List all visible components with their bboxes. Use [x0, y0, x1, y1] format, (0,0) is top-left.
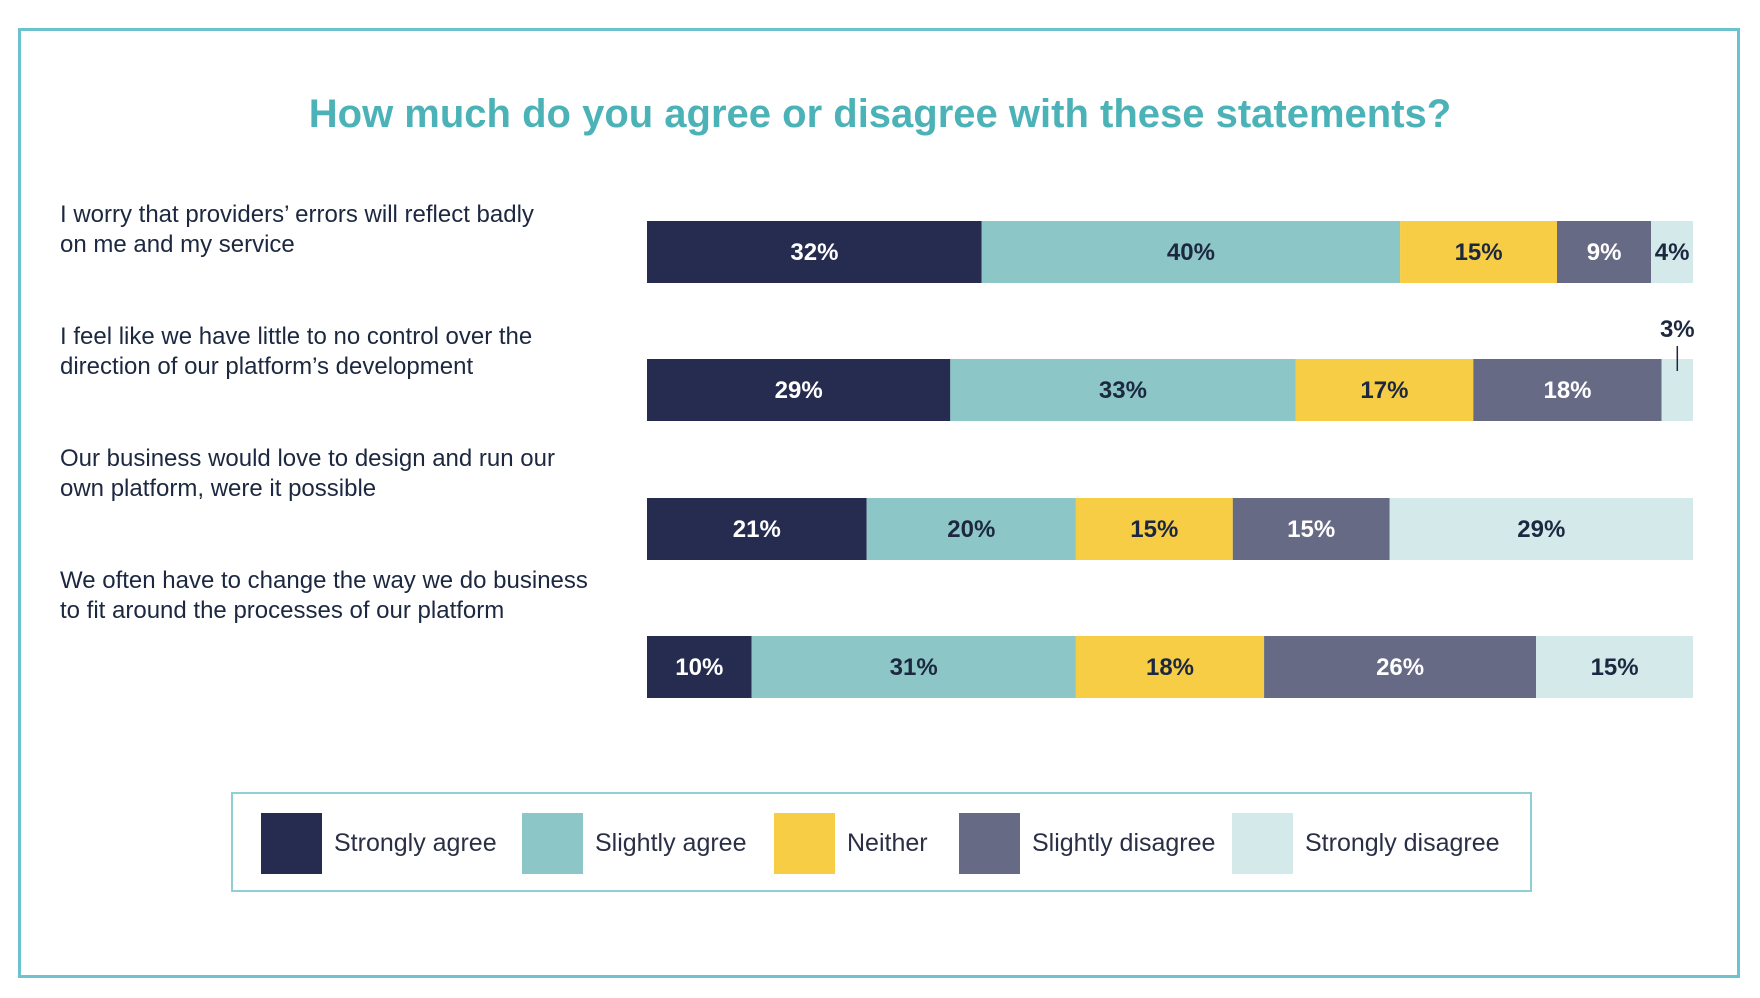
legend-label-strongly-disagree: Strongly disagree [1305, 828, 1500, 857]
legend-label-slightly-disagree: Slightly disagree [1032, 828, 1216, 857]
row-label-2-line-2: direction of our platform’s development [60, 353, 474, 380]
bar-label-row-2-strongly-agree: 29% [775, 377, 823, 404]
bar-row-4-neither [1075, 636, 1265, 698]
bar-row-2-slightly-disagree [1473, 359, 1662, 421]
bar-row-1-slightly-disagree [1557, 221, 1652, 283]
row-label-1: I worry that providers’ errors will refl… [60, 200, 640, 260]
bar-label-row-4-slightly-disagree: 26% [1376, 654, 1424, 681]
row-label-1-line-2: on me and my service [60, 231, 295, 258]
bar-row-4-strongly-disagree [1536, 636, 1693, 698]
bar-row-2-strongly-agree [647, 359, 951, 421]
legend-swatch-strongly-disagree [1232, 812, 1293, 874]
bar-row-1-slightly-agree [981, 221, 1401, 283]
row-label-4: We often have to change the way we do bu… [60, 566, 640, 626]
legend-label-slightly-agree: Slightly agree [595, 828, 747, 857]
bar-label-row-3-strongly-disagree: 29% [1517, 516, 1565, 543]
bar-label-row-3-slightly-agree: 20% [947, 516, 995, 543]
legend-swatch-neither [774, 812, 835, 874]
bar-label-row-3-neither: 15% [1130, 516, 1178, 543]
chart-frame [18, 28, 1740, 978]
bar-label-row-4-neither: 18% [1146, 654, 1194, 681]
bar-row-1-strongly-agree [647, 221, 982, 283]
bar-label-row-1-strongly-agree: 32% [790, 239, 838, 266]
legend: Strongly agree Slightly agree Neither Sl… [231, 792, 1532, 892]
bar-label-row-1-slightly-agree: 40% [1167, 239, 1215, 266]
bar-row-1-neither [1400, 221, 1557, 283]
bar-label-row-3-strongly-agree: 21% [733, 516, 781, 543]
bar-label-row-2-slightly-agree: 33% [1099, 377, 1147, 404]
bar-label-row-3-slightly-disagree: 15% [1287, 516, 1335, 543]
legend-swatch-slightly-disagree [959, 812, 1020, 874]
bar-row-2-slightly-agree [950, 359, 1296, 421]
row-label-3-line-1: Our business would love to design and ru… [60, 445, 555, 472]
bar-row-3-strongly-disagree [1389, 498, 1693, 560]
legend-swatch-slightly-agree [522, 812, 583, 874]
bar-label-row-2-strongly-disagree: 3% [1660, 316, 1695, 343]
bar-label-row-2-neither: 17% [1360, 377, 1408, 404]
bar-row-4-slightly-agree [751, 636, 1076, 698]
legend-label-strongly-agree: Strongly agree [334, 828, 497, 857]
row-label-2-line-1: I feel like we have little to no control… [60, 323, 533, 350]
chart-title: How much do you agree or disagree with t… [308, 92, 1452, 136]
bar-label-row-4-strongly-agree: 10% [675, 654, 723, 681]
bar-row-3-slightly-agree [866, 498, 1076, 560]
row-label-4-line-2: to fit around the processes of our platf… [60, 597, 505, 624]
legend-label-neither: Neither [847, 828, 928, 857]
bar-row-3-slightly-disagree [1232, 498, 1390, 560]
row-label-1-line-1: I worry that providers’ errors will refl… [60, 201, 534, 228]
legend-item-slightly-agree: Slightly agree [522, 812, 747, 874]
bar-label-row-1-strongly-disagree: 4% [1655, 239, 1690, 266]
bar-label-row-2-slightly-disagree: 18% [1543, 377, 1591, 404]
bar-row-4-slightly-disagree [1264, 636, 1537, 698]
bar-row-4-strongly-agree [647, 636, 752, 698]
bar-label-row-4-slightly-agree: 31% [890, 654, 938, 681]
row-label-2: I feel like we have little to no control… [60, 322, 640, 382]
bar-label-row-1-slightly-disagree: 9% [1587, 239, 1622, 266]
bar-row-3-neither [1075, 498, 1233, 560]
legend-item-slightly-disagree: Slightly disagree [959, 812, 1216, 874]
legend-item-strongly-disagree: Strongly disagree [1232, 812, 1500, 874]
legend-swatch-strongly-agree [261, 812, 322, 874]
bar-label-row-4-strongly-disagree: 15% [1591, 654, 1639, 681]
row-label-3-line-2: own platform, were it possible [60, 475, 377, 502]
bar-row-2-neither [1295, 359, 1474, 421]
row-label-4-line-1: We often have to change the way we do bu… [60, 567, 588, 594]
legend-item-strongly-agree: Strongly agree [261, 812, 497, 874]
bar-label-row-1-neither: 15% [1455, 239, 1503, 266]
legend-item-neither: Neither [774, 812, 928, 874]
row-label-3: Our business would love to design and ru… [60, 444, 640, 504]
bar-row-3-strongly-agree [647, 498, 867, 560]
bar-row-1-strongly-disagree [1651, 221, 1693, 283]
